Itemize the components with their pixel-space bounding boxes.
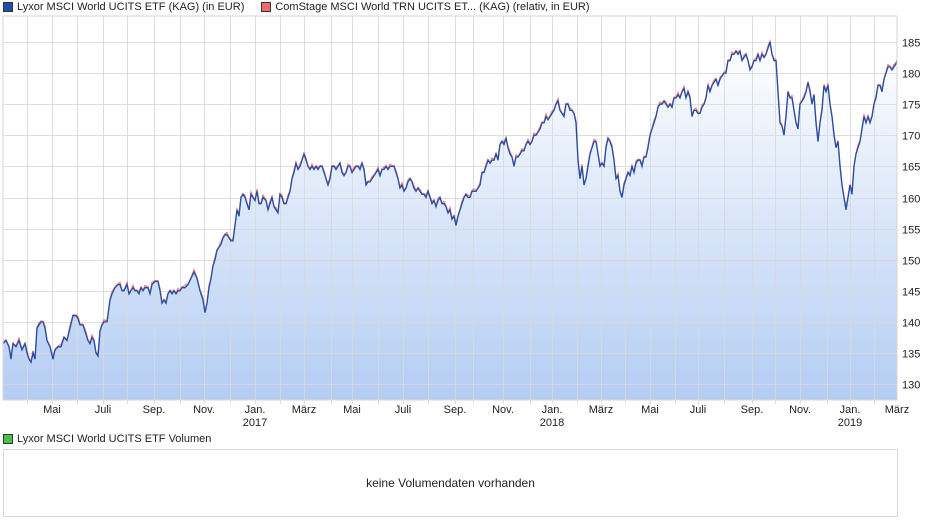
y-tick-label: 140 — [902, 318, 920, 330]
x-tick-label: Sep. — [741, 404, 764, 416]
x-tick-year: 2017 — [243, 417, 267, 429]
y-tick-label: 145 — [902, 287, 920, 299]
y-tick-label: 160 — [902, 194, 920, 206]
x-tick-label: Jan. — [840, 404, 861, 416]
series-lyxor-line — [3, 41, 897, 364]
x-tick-label: Sep. — [444, 404, 467, 416]
x-tick-label: Juli — [95, 404, 112, 416]
area-fill — [3, 42, 897, 400]
legend-item-lyxor[interactable]: Lyxor MSCI World UCITS ETF (KAG) (in EUR… — [3, 1, 244, 13]
y-tick-label: 150 — [902, 256, 920, 268]
y-tick-label: 175 — [902, 100, 920, 112]
x-tick-year: 2019 — [838, 417, 862, 429]
legend-label-comstage: ComStage MSCI World TRN UCITS ET... (KAG… — [275, 1, 590, 13]
x-tick-label: Mai — [641, 404, 659, 416]
x-tick-label: Mai — [43, 404, 61, 416]
y-tick-label: 180 — [902, 69, 920, 81]
volume-legend-label: Lyxor MSCI World UCITS ETF Volumen — [17, 433, 212, 445]
legend-label-lyxor: Lyxor MSCI World UCITS ETF (KAG) (in EUR… — [17, 1, 245, 13]
x-tick-label: Nov. — [789, 404, 811, 416]
x-tick-label: Jan. — [245, 404, 266, 416]
series-lines — [3, 38, 897, 364]
volume-panel: keine Volumendaten vorhanden — [3, 449, 898, 517]
x-tick-label: Nov. — [193, 404, 215, 416]
x-tick-label: Juli — [395, 404, 412, 416]
x-tick-label: Jan. — [542, 404, 563, 416]
y-tick-label: 130 — [902, 380, 920, 392]
plot-border — [2, 15, 898, 401]
legend-swatch-green-icon — [3, 434, 13, 444]
volume-legend: Lyxor MSCI World UCITS ETF Volumen — [3, 433, 211, 445]
y-tick-label: 135 — [902, 349, 920, 361]
y-tick-label: 185 — [902, 38, 920, 50]
x-tick-label: Sep. — [143, 404, 166, 416]
y-tick-label: 165 — [902, 162, 920, 174]
chart-legend: Lyxor MSCI World UCITS ETF (KAG) (in EUR… — [3, 0, 607, 14]
y-tick-label: 155 — [902, 225, 920, 237]
x-tick-label: Mai — [343, 404, 361, 416]
x-tick-label: Juli — [690, 404, 707, 416]
legend-swatch-blue-icon — [3, 2, 13, 12]
x-tick-label: März — [589, 404, 613, 416]
legend-swatch-red-icon — [261, 2, 272, 12]
y-axis: 130 135 140 145 150 155 160 165 170 175 180 185 — [902, 38, 920, 392]
grid-lines — [3, 16, 897, 404]
x-tick-label: März — [292, 404, 316, 416]
x-tick-year: 2018 — [540, 417, 564, 429]
y-tick-label: 170 — [902, 131, 920, 143]
series-comstage-line — [3, 38, 897, 364]
x-tick-label: März — [885, 404, 909, 416]
no-volume-message: keine Volumendaten vorhanden — [366, 476, 535, 490]
x-tick-label: Nov. — [492, 404, 514, 416]
price-chart[interactable]: 130 135 140 145 150 155 160 165 170 175 180 185 Mai… — [0, 0, 940, 432]
legend-item-comstage[interactable]: ComStage MSCI World TRN UCITS ET... (KAG… — [261, 1, 590, 13]
